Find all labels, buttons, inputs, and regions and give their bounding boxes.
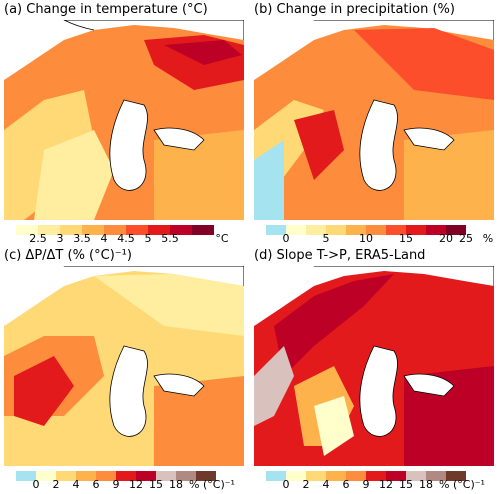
colorbar-swatch <box>306 225 326 235</box>
unit-label: % <box>482 232 494 245</box>
colorbar-swatch <box>170 225 192 235</box>
tick-label: 5 <box>144 232 152 245</box>
tick-label: 15 <box>399 232 413 245</box>
colorbar <box>266 225 466 235</box>
unit-label: % (°C)⁻¹ <box>439 478 485 491</box>
tick-label: 18 <box>169 478 183 491</box>
colorbar-swatch <box>36 471 56 481</box>
colorbar <box>16 471 216 481</box>
panel-c: (c) ΔP/ΔT (% (°C)⁻¹) 0 2 4 6 9 12 15 18 … <box>2 248 246 491</box>
colorbar-swatch <box>426 471 446 481</box>
colorbar <box>266 471 466 481</box>
panel-a: (a) Change in temperature (°C) 2.5 3 3.5… <box>2 2 246 245</box>
tick-label: 0 <box>32 478 40 491</box>
panel-title: (c) ΔP/ΔT (% (°C)⁻¹) <box>4 248 132 263</box>
tick-label: 4 <box>72 478 80 491</box>
colorbar-ticks: 0 2 4 6 9 12 15 18 % (°C)⁻¹ <box>252 478 496 494</box>
map-dp-dt <box>4 266 244 466</box>
colorbar-swatch <box>196 471 216 481</box>
tick-label: 4 <box>100 232 108 245</box>
tick-label: 15 <box>149 478 163 491</box>
colorbar-swatch <box>96 471 116 481</box>
colorbar-swatch <box>326 471 346 481</box>
colorbar-swatch <box>192 225 214 235</box>
tick-label: 9 <box>362 478 370 491</box>
map-temperature-change <box>4 20 244 220</box>
map-precipitation-change <box>254 20 494 220</box>
tick-label: 12 <box>379 478 393 491</box>
tick-label: 18 <box>419 478 433 491</box>
tick-label: 15 <box>399 478 413 491</box>
tick-label: 20 <box>439 232 453 245</box>
colorbar-swatch <box>346 471 366 481</box>
map-slope-era5 <box>254 266 494 466</box>
colorbar-swatch <box>266 225 286 235</box>
colorbar-swatch <box>386 225 406 235</box>
tick-label: 12 <box>129 478 143 491</box>
panel-title: (a) Change in temperature (°C) <box>4 2 208 17</box>
colorbar-swatch <box>156 471 176 481</box>
colorbar-ticks: 0 2 4 6 9 12 15 18 % (°C)⁻¹ <box>2 478 246 494</box>
colorbar-swatch <box>326 225 346 235</box>
tick-label: 0 <box>282 478 290 491</box>
colorbar-swatch <box>76 471 96 481</box>
colorbar-swatch <box>38 225 60 235</box>
colorbar-swatch <box>286 471 306 481</box>
tick-label: 2 <box>52 478 60 491</box>
colorbar-swatch <box>266 471 286 481</box>
unit-label: °C <box>215 232 229 245</box>
panel-d: (d) Slope T->P, ERA5-Land 0 2 4 6 9 12 1… <box>252 248 496 491</box>
colorbar-swatch <box>446 225 466 235</box>
colorbar-swatch <box>104 225 126 235</box>
colorbar-swatch <box>306 471 326 481</box>
colorbar-swatch <box>126 225 148 235</box>
colorbar-swatch <box>148 225 170 235</box>
colorbar-swatch <box>116 471 136 481</box>
tick-label: 5 <box>322 232 330 245</box>
panel-title: (d) Slope T->P, ERA5-Land <box>254 248 426 263</box>
colorbar-swatch <box>16 471 36 481</box>
colorbar-swatch <box>56 471 76 481</box>
colorbar-swatch <box>446 471 466 481</box>
colorbar-swatch <box>346 225 366 235</box>
colorbar-swatch <box>16 225 38 235</box>
colorbar-swatch <box>366 471 386 481</box>
panel-title: (b) Change in precipitation (%) <box>254 2 455 17</box>
tick-label: 2.5 <box>29 232 47 245</box>
panel-b: (b) Change in precipitation (%) 0 5 10 1… <box>252 2 496 245</box>
tick-label: 9 <box>112 478 120 491</box>
colorbar-ticks: 0 5 10 15 20 25 % <box>252 232 496 248</box>
tick-label: 0 <box>282 232 290 245</box>
colorbar-swatch <box>60 225 82 235</box>
tick-label: 6 <box>342 478 350 491</box>
colorbar-swatch <box>176 471 196 481</box>
tick-label: 4 <box>322 478 330 491</box>
tick-label: 3 <box>56 232 64 245</box>
colorbar-swatch <box>426 225 446 235</box>
unit-label: % (°C)⁻¹ <box>189 478 235 491</box>
tick-label: 3.5 <box>73 232 91 245</box>
colorbar <box>16 225 214 235</box>
tick-label: 4.5 <box>117 232 135 245</box>
colorbar-swatch <box>286 225 306 235</box>
tick-label: 6 <box>92 478 100 491</box>
colorbar-ticks: 2.5 3 3.5 4 4.5 5 5.5 °C <box>2 232 246 248</box>
colorbar-swatch <box>366 225 386 235</box>
colorbar-swatch <box>386 471 406 481</box>
tick-label: 5.5 <box>161 232 179 245</box>
colorbar-swatch <box>406 225 426 235</box>
colorbar-swatch <box>136 471 156 481</box>
colorbar-swatch <box>82 225 104 235</box>
tick-label: 10 <box>359 232 373 245</box>
tick-label: 25 <box>459 232 473 245</box>
colorbar-swatch <box>406 471 426 481</box>
tick-label: 2 <box>302 478 310 491</box>
